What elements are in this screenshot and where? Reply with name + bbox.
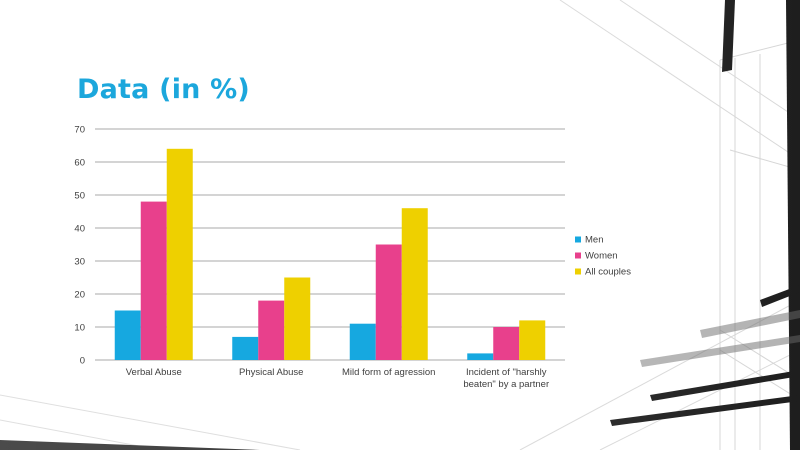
y-tick-label: 0 [80,356,85,367]
x-axis-labels: Verbal Abuse Physical Abuse Mild form of a… [126,367,549,390]
bars [114,148,546,360]
bar-men [232,336,259,360]
legend-swatch [575,252,581,259]
bar-all-couples [284,277,311,360]
x-tick-label: Incident of "harshly [466,367,547,378]
legend-label: Women [585,251,618,262]
bar-men [114,310,141,360]
x-tick-label: beaten" by a partner [463,379,549,390]
y-tick-label: 10 [74,323,85,334]
x-tick-label: Mild form of agression [342,367,435,378]
y-axis-ticks: 0 10 20 30 40 50 60 70 [74,125,85,367]
legend-label: All couples [585,267,631,278]
y-tick-label: 20 [74,290,85,301]
bar-all-couples [519,320,546,360]
x-tick-label: Physical Abuse [239,367,303,378]
bar-women [258,300,285,360]
legend-label: Men [585,235,603,246]
bar-women [140,201,167,360]
y-tick-label: 30 [74,257,85,268]
y-tick-label: 40 [74,224,85,235]
bar-men [349,323,376,360]
slide-title: Data (in %) [77,74,250,105]
y-tick-label: 60 [74,158,85,169]
bar-all-couples [166,148,193,360]
x-tick-label: Verbal Abuse [126,367,182,378]
bar-women [375,244,402,360]
legend-swatch [575,268,581,275]
bar-all-couples [401,208,428,360]
legend-swatch [575,236,581,243]
bar-men [467,353,494,360]
bar-women [493,327,520,360]
y-tick-label: 50 [74,191,85,202]
legend: Men Women All couples [575,235,631,278]
y-tick-label: 70 [74,125,85,136]
